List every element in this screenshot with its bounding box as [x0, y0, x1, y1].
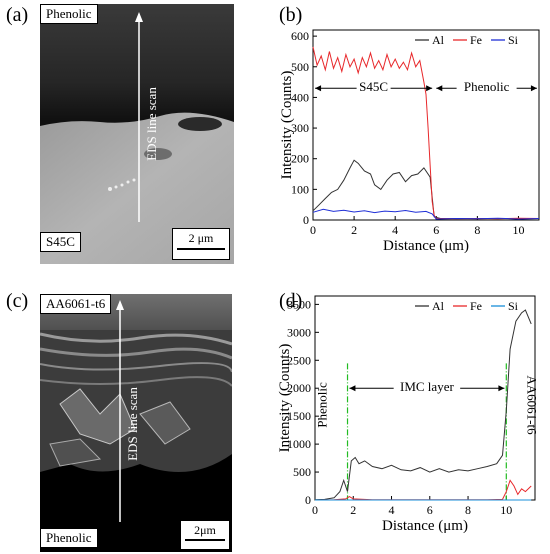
- chart-b-annotation-1: Phenolic: [464, 79, 510, 94]
- chart-b-series-fe: [312, 46, 540, 220]
- chart-d-ytick-label-3: 1500: [287, 409, 311, 423]
- panel-label-b: (b): [279, 4, 303, 26]
- panel-label-a: (a): [6, 4, 29, 26]
- chart-d-ytick-label-7: 3500: [287, 297, 311, 311]
- chart-d-ytick-label-1: 500: [293, 465, 311, 479]
- tag-phenolic-c: Phenolic: [40, 528, 98, 548]
- chart-b-ytick-label-3: 300: [291, 121, 309, 135]
- chart-b-ytick-label-0: 0: [303, 213, 309, 227]
- chart-d-xtick-label-5: 10: [500, 503, 512, 517]
- chart-b-ytick-label-1: 100: [291, 182, 309, 196]
- chart-d-ytick-label-4: 2000: [287, 381, 311, 395]
- chart-d-legend-label-si: Si: [508, 299, 519, 313]
- chart-b-annotation-0: S45C: [359, 79, 388, 94]
- chart-d-annotation-2: AA6061-t6: [524, 375, 539, 435]
- chart-d: 0 2 4 6 8 10 0 500 1000 1500 2000 2500 3000 3500 Dista…: [277, 295, 539, 534]
- chart-d-legend-label-al: Al: [432, 299, 445, 313]
- chart-b-xtick-label-2: 4: [392, 223, 398, 237]
- chart-b-annotation-head-left-1: [436, 85, 443, 92]
- tag-s45c-a: S45C: [40, 232, 81, 252]
- chart-d-legend-label-fe: Fe: [470, 299, 482, 313]
- scale-bar-c: 2μm: [180, 520, 230, 550]
- chart-d-xlabel: Distance (μm): [382, 518, 468, 534]
- chart-d-xtick-label-4: 8: [465, 503, 471, 517]
- scale-bar-label-a: 2 μm: [188, 231, 214, 245]
- scale-bar-a: 2 μm: [172, 228, 230, 260]
- chart-d-annotation-head-left-0: [349, 385, 356, 392]
- sem-micrograph-a: EDS line scan: [40, 4, 234, 264]
- chart-d-ytick-label-0: 0: [305, 493, 311, 507]
- chart-b-ytick-label-5: 500: [291, 60, 309, 74]
- chart-b-legend-label-si: Si: [508, 33, 519, 47]
- panel-c: (c) EDS line scan AA6061-t6 Phenolic 2μm: [0, 282, 275, 554]
- chart-d-annotation-0: IMC layer: [400, 379, 454, 394]
- chart-d-ytick-label-5: 2500: [287, 353, 311, 367]
- chart-b-series-si: [312, 208, 540, 220]
- chart-b-xlabel: Distance (μm): [383, 238, 469, 254]
- panel-label-d: (d): [279, 290, 303, 312]
- panel-a: (a) EDS line scan P: [0, 0, 275, 270]
- scan-label-a: EDS line scan: [144, 87, 159, 161]
- sem-micrograph-c: EDS line scan: [40, 294, 232, 552]
- chart-b-annotation-head-right-1: [530, 85, 537, 92]
- chart-b-xtick-label-4: 8: [474, 223, 480, 237]
- sem-image-c: EDS line scan: [40, 294, 232, 552]
- chart-d-ytick-label-6: 3000: [287, 325, 311, 339]
- chart-b-legend-label-al: Al: [432, 33, 445, 47]
- chart-b-annotation-head-left-0: [315, 85, 322, 92]
- chart-b-legend-label-fe: Fe: [470, 33, 482, 47]
- chart-b-ytick-label-2: 200: [291, 152, 309, 166]
- chart-b-ytick-label-4: 400: [291, 90, 309, 104]
- scale-bar-label-c: 2μm: [194, 523, 216, 537]
- panel-d: (d) 0 2 4 6 8 10 0 500 1000 1500 2000 2500 3000 3500 D…: [275, 282, 550, 554]
- chart-b-xtick-label-3: 6: [433, 223, 439, 237]
- tag-phenolic-a: Phenolic: [40, 4, 98, 24]
- panel-label-c: (c): [6, 290, 29, 312]
- chart-b-xtick-label-5: 10: [512, 223, 524, 237]
- chart-b-annotation-head-right-0: [426, 85, 433, 92]
- chart-d-xtick-label-2: 4: [389, 503, 395, 517]
- chart-d-xtick-label-3: 6: [427, 503, 433, 517]
- tag-aa6061-c: AA6061-t6: [40, 294, 112, 314]
- panel-b: (b) 0 2 4 6 8 10 0 100 200 300 400 500 600 Distance (…: [275, 0, 550, 270]
- sem-image-a: EDS line scan: [40, 4, 234, 264]
- chart-b-ylabel: Intensity (Counts): [279, 71, 295, 180]
- chart-d-ylabel: Intensity (Counts): [277, 344, 293, 453]
- chart-b-xtick-label-1: 2: [351, 223, 357, 237]
- chart-d-ytick-label-2: 1000: [287, 437, 311, 451]
- chart-b-ytick-label-6: 600: [291, 29, 309, 43]
- chart-b-series-al: [312, 159, 539, 219]
- chart-d-annotation-head-right-0: [498, 385, 505, 392]
- chart-d-annotation-1: Phenolic: [314, 382, 329, 428]
- scan-label-c: EDS line scan: [125, 387, 140, 461]
- chart-b-xtick-label-0: 0: [310, 223, 316, 237]
- chart-d-xtick-label-1: 2: [350, 503, 356, 517]
- chart-d-series-al: [314, 309, 532, 501]
- chart-b-plot-frame: [312, 29, 540, 221]
- chart-d-xtick-label-0: 0: [312, 503, 318, 517]
